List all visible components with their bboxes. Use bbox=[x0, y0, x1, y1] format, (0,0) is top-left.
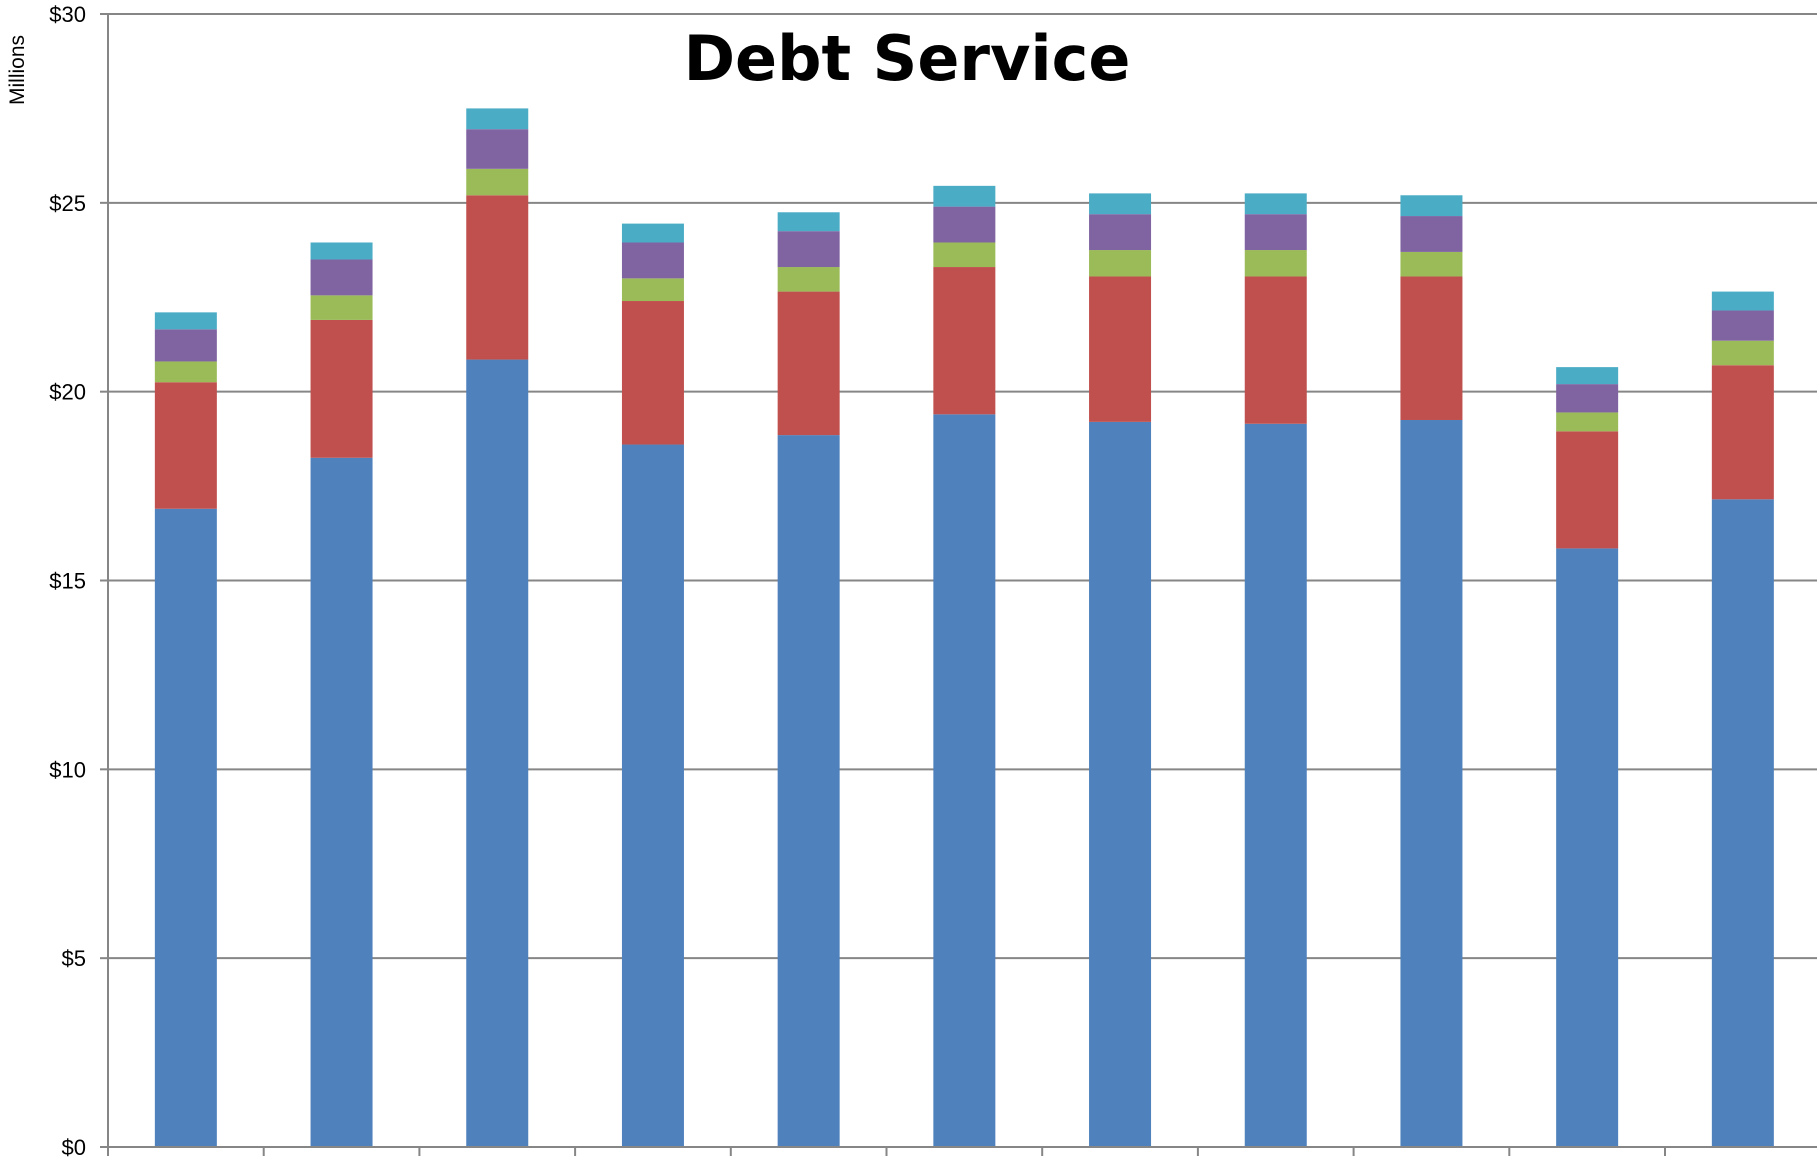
bar-segment-series-2 bbox=[933, 267, 996, 415]
bar-segment-series-4 bbox=[1089, 214, 1152, 251]
bar-segment-series-5 bbox=[1244, 193, 1307, 215]
bar-segment-series-1 bbox=[1400, 419, 1463, 1147]
bar-segment-series-5 bbox=[310, 242, 373, 260]
bar-segment-series-1 bbox=[310, 457, 373, 1148]
bar-segment-series-2 bbox=[310, 319, 373, 458]
bar-segment-series-5 bbox=[466, 108, 529, 130]
bar-segment-series-2 bbox=[154, 382, 217, 509]
bar-segment-series-5 bbox=[154, 312, 217, 330]
bar-segment-series-3 bbox=[154, 361, 217, 383]
bar-segment-series-2 bbox=[1089, 276, 1152, 422]
bar-segment-series-2 bbox=[1711, 365, 1774, 500]
bar-segment-series-5 bbox=[933, 185, 996, 207]
bar-segment-series-2 bbox=[466, 195, 529, 360]
bar-segment-series-2 bbox=[1556, 431, 1619, 549]
bar-segment-series-3 bbox=[1400, 251, 1463, 277]
bar-segment-series-3 bbox=[310, 295, 373, 320]
bar-segment-series-5 bbox=[621, 223, 684, 243]
bar-segment-series-4 bbox=[621, 242, 684, 279]
bar-segment-series-1 bbox=[1244, 423, 1307, 1148]
y-tick-label: $20 bbox=[49, 380, 86, 405]
bar-segment-series-2 bbox=[1400, 276, 1463, 420]
bar-segment-series-1 bbox=[1556, 548, 1619, 1147]
y-tick-label: $0 bbox=[62, 1135, 86, 1160]
bar-segment-series-5 bbox=[1711, 291, 1774, 311]
bar-segment-series-4 bbox=[1244, 214, 1307, 251]
bar-segment-series-1 bbox=[466, 359, 529, 1147]
bar-segment-series-1 bbox=[1089, 421, 1152, 1147]
bar-segment-series-3 bbox=[466, 168, 529, 196]
bar-segment-series-3 bbox=[1244, 250, 1307, 277]
bar-segment-series-5 bbox=[1400, 195, 1463, 217]
bar-segment-series-4 bbox=[1711, 310, 1774, 341]
bar-stacks bbox=[154, 108, 1774, 1148]
bar-segment-series-4 bbox=[310, 259, 373, 296]
bar-segment-series-2 bbox=[1244, 276, 1307, 424]
bar-segment-series-2 bbox=[621, 301, 684, 445]
bar-segment-series-1 bbox=[621, 444, 684, 1147]
y-tick-label: $30 bbox=[49, 2, 86, 27]
y-tick-label: $10 bbox=[49, 757, 86, 782]
bar-segment-series-4 bbox=[1400, 216, 1463, 252]
y-tick-label: $5 bbox=[62, 946, 86, 971]
bar-segment-series-4 bbox=[154, 329, 217, 362]
chart-title: Debt Service bbox=[684, 22, 1131, 95]
bar-segment-series-4 bbox=[466, 129, 529, 169]
y-tick-label: $25 bbox=[49, 191, 86, 216]
bar-segment-series-4 bbox=[1556, 384, 1619, 413]
bar-segment-series-1 bbox=[154, 508, 217, 1147]
bar-segment-series-4 bbox=[933, 206, 996, 243]
y-tick-label: $15 bbox=[49, 569, 86, 594]
bar-segment-series-5 bbox=[1556, 367, 1619, 385]
bar-segment-series-3 bbox=[621, 278, 684, 302]
bar-segment-series-1 bbox=[1711, 499, 1774, 1148]
bar-segment-series-2 bbox=[777, 291, 840, 436]
bar-segment-series-1 bbox=[777, 435, 840, 1147]
bar-segment-series-5 bbox=[1089, 193, 1152, 215]
bar-segment-series-3 bbox=[1556, 412, 1619, 432]
bar-segment-series-3 bbox=[1711, 340, 1774, 366]
bar-segment-series-3 bbox=[777, 267, 840, 292]
y-tick-labels: $0 $5 $10 $15 $20 $25 $30 bbox=[49, 2, 1666, 1160]
bar-segment-series-4 bbox=[777, 231, 840, 268]
y-axis-unit-label: Millions bbox=[6, 35, 29, 105]
bar-segment-series-1 bbox=[933, 414, 996, 1147]
bar-segment-series-5 bbox=[777, 212, 840, 232]
bar-segment-series-3 bbox=[933, 242, 996, 268]
bar-segment-series-3 bbox=[1089, 250, 1152, 277]
